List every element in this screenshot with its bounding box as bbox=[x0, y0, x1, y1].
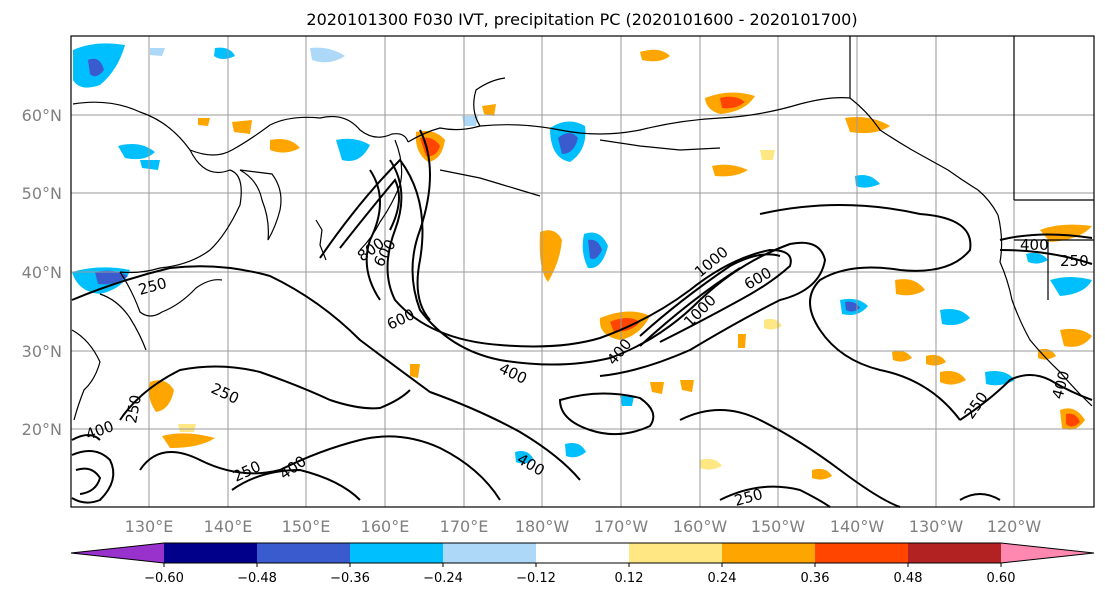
colorbar-segment bbox=[815, 543, 909, 563]
colorbar-segment bbox=[629, 543, 723, 563]
lon-label: 140°W bbox=[830, 517, 885, 536]
lon-label: 170°W bbox=[594, 517, 649, 536]
colorbar-tick-label: 0.24 bbox=[708, 571, 737, 586]
lon-label: 150°E bbox=[282, 517, 331, 536]
contour-label: 400 bbox=[1020, 236, 1049, 254]
colorbar-tick-label: −0.24 bbox=[423, 571, 463, 586]
lon-label: 130°W bbox=[909, 517, 964, 536]
lon-label: 150°W bbox=[751, 517, 806, 536]
lat-label: 30°N bbox=[22, 342, 62, 361]
contour-label: 250 bbox=[122, 393, 145, 424]
map-panel: 250 400 600 800 1000 250 400 600 400 250… bbox=[70, 35, 1095, 510]
lon-label: 160°E bbox=[361, 517, 410, 536]
colorbar-tick-label: −0.48 bbox=[237, 571, 277, 586]
lon-label: 130°E bbox=[125, 517, 174, 536]
colorbar-segment bbox=[1001, 543, 1094, 563]
coastlines bbox=[71, 36, 1094, 421]
lat-label: 50°N bbox=[22, 184, 62, 203]
colorbar-segment bbox=[722, 543, 816, 563]
colorbar-tick-label: 0.12 bbox=[615, 571, 644, 586]
lat-label: 40°N bbox=[22, 263, 62, 282]
lat-label: 20°N bbox=[22, 420, 62, 439]
colorbar-tick-label: −0.60 bbox=[144, 571, 184, 586]
ivt-contours bbox=[71, 129, 1093, 508]
colorbar-tick-label: −0.36 bbox=[330, 571, 370, 586]
lon-label: 180°W bbox=[515, 517, 570, 536]
colorbar-segment bbox=[164, 543, 258, 563]
colorbar-segment bbox=[536, 543, 630, 563]
lon-label: 140°E bbox=[204, 517, 253, 536]
colorbar-tick-label: 0.36 bbox=[801, 571, 830, 586]
colorbar-tick-label: −0.12 bbox=[516, 571, 556, 586]
lat-label: 60°N bbox=[22, 106, 62, 125]
precip-shading bbox=[72, 43, 1092, 480]
map-border bbox=[70, 35, 1095, 508]
colorbar-segment bbox=[350, 543, 444, 563]
colorbar-segment bbox=[257, 543, 351, 563]
colorbar-segment bbox=[443, 543, 537, 563]
colorbar-tick-label: 0.60 bbox=[987, 571, 1016, 586]
latitude-labels: 20°N 30°N 40°N 50°N 60°N bbox=[22, 106, 62, 439]
colorbar-tick-label: 0.48 bbox=[894, 571, 923, 586]
colorbar-segment bbox=[71, 543, 164, 563]
colorbar-segment bbox=[908, 543, 1002, 563]
colorbar: −0.60 −0.48 −0.36 −0.24 −0.12 0.12 0.24 0.36 0.4… bbox=[70, 542, 1095, 586]
lon-label: 120°W bbox=[987, 517, 1042, 536]
lon-label: 160°W bbox=[673, 517, 728, 536]
longitude-labels: 130°E 140°E 150°E 160°E 170°E 180°W 170°… bbox=[125, 517, 1042, 536]
lon-label: 170°E bbox=[440, 517, 489, 536]
contour-label: 250 bbox=[1060, 252, 1089, 270]
map-title: 2020101300 F030 IVT, precipitation PC (2… bbox=[306, 10, 857, 29]
